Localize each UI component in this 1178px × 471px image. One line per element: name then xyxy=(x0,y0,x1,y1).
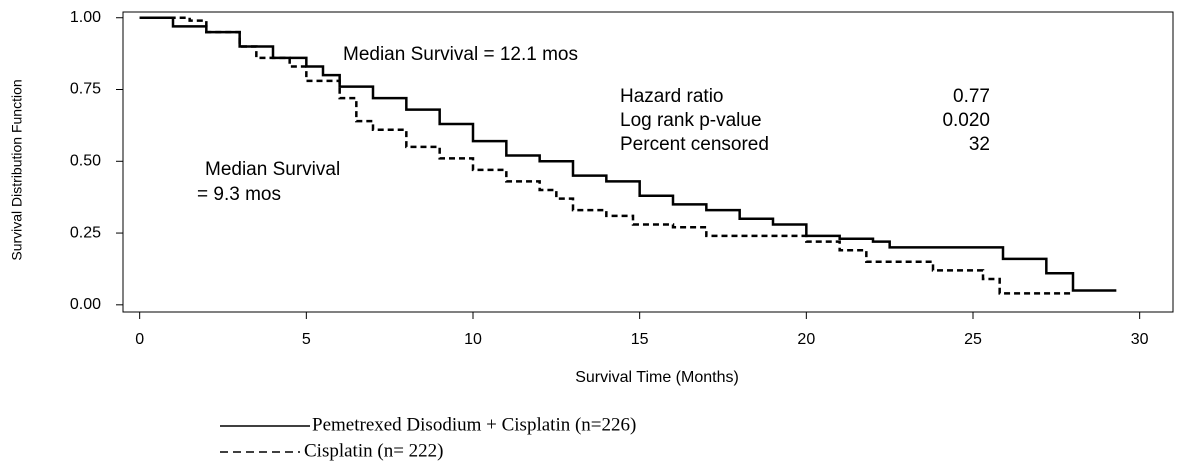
stat-value: 0.77 xyxy=(953,86,990,107)
stat-value: 32 xyxy=(969,134,990,155)
legend-label: Pemetrexed Disodium + Cisplatin (n=226) xyxy=(312,414,636,435)
stat-label: Percent censored xyxy=(620,134,769,155)
x-tick-label: 10 xyxy=(464,331,482,348)
stat-label: Hazard ratio xyxy=(620,86,724,107)
x-tick-label: 15 xyxy=(631,331,649,348)
x-tick-label: 30 xyxy=(1131,331,1149,348)
annotation: Median Survival xyxy=(205,159,340,180)
y-axis-label: Survival Distribution Function xyxy=(9,79,25,260)
annotation: = 9.3 mos xyxy=(197,184,281,205)
annotation: Median Survival = 12.1 mos xyxy=(343,44,578,65)
y-tick-label: 1.00 xyxy=(70,9,101,26)
y-tick-label: 0.00 xyxy=(70,296,101,313)
y-tick-label: 0.25 xyxy=(70,224,101,241)
x-axis-label: Survival Time (Months) xyxy=(575,369,739,386)
x-tick-label: 20 xyxy=(797,331,815,348)
survival-curve xyxy=(139,16,1073,295)
x-tick-label: 25 xyxy=(964,331,982,348)
x-tick-label: 0 xyxy=(135,331,144,348)
stat-label: Log rank p-value xyxy=(620,110,762,131)
x-tick-label: 5 xyxy=(302,331,311,348)
legend-label: Cisplatin (n= 222) xyxy=(304,440,444,461)
plot-frame xyxy=(122,11,1174,313)
y-tick-label: 0.50 xyxy=(70,153,101,170)
y-tick-label: 0.75 xyxy=(70,81,101,98)
stat-value: 0.020 xyxy=(942,110,990,131)
survival-curve xyxy=(139,16,1117,292)
